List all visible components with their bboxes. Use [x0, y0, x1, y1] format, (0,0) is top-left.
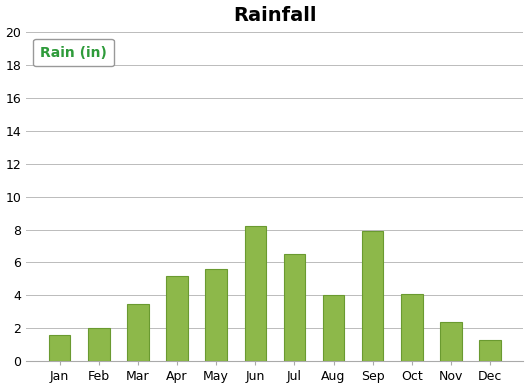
Bar: [244, 226, 266, 361]
Bar: [127, 304, 149, 361]
Bar: [205, 269, 227, 361]
Bar: [49, 335, 70, 361]
Bar: [479, 340, 501, 361]
Bar: [88, 328, 110, 361]
Legend: Rain (in): Rain (in): [33, 39, 114, 67]
Title: Rainfall: Rainfall: [233, 5, 317, 25]
Bar: [284, 254, 305, 361]
Bar: [362, 231, 384, 361]
Bar: [166, 276, 188, 361]
Bar: [440, 322, 462, 361]
Bar: [323, 296, 344, 361]
Bar: [401, 294, 423, 361]
